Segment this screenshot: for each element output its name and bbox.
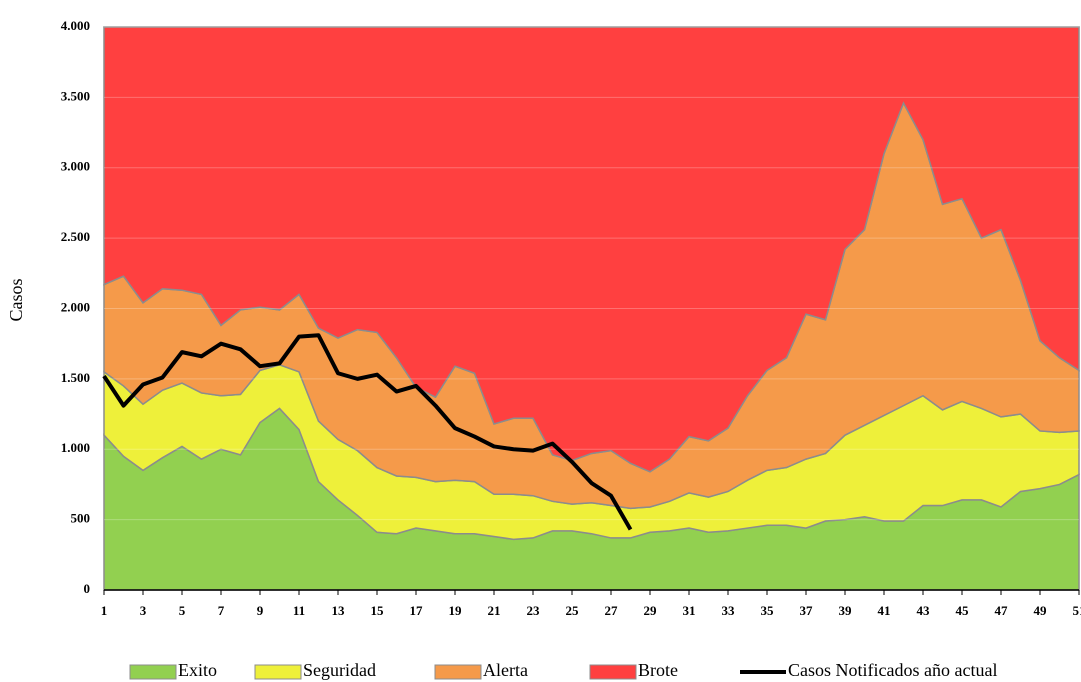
x-tick-label: 29 <box>644 603 658 618</box>
x-tick-label: 41 <box>878 603 891 618</box>
x-tick-label: 19 <box>449 603 463 618</box>
y-tick-label: 2.500 <box>61 229 90 244</box>
line <box>102 333 633 531</box>
x-tick-label: 31 <box>683 603 696 618</box>
legend-label: Casos Notificados año actual <box>788 660 997 680</box>
x-tick-label: 17 <box>410 603 424 618</box>
legend-label: Exito <box>178 660 217 680</box>
x-tick-label: 21 <box>488 603 501 618</box>
x-tick-label: 25 <box>566 603 580 618</box>
y-tick-label: 3.000 <box>61 159 90 174</box>
y-tick-label: 500 <box>71 511 91 526</box>
y-tick-label: 4.000 <box>61 18 90 33</box>
x-tick-label: 35 <box>761 603 775 618</box>
y-tick-label: 2.000 <box>61 299 90 314</box>
x-tick-label: 43 <box>917 603 931 618</box>
legend-label: Brote <box>638 660 678 680</box>
x-tick-label: 13 <box>332 603 346 618</box>
legend-swatch <box>589 664 637 680</box>
x-tick-label: 7 <box>218 603 225 618</box>
x-tick-label: 37 <box>800 603 814 618</box>
y-tick-label: 1.000 <box>61 440 90 455</box>
y-tick-label: 0 <box>84 581 91 596</box>
y-axis-label: Casos <box>6 278 26 321</box>
x-tick-label: 27 <box>605 603 619 618</box>
x-tick-label: 39 <box>839 603 853 618</box>
legend-swatch <box>129 664 177 680</box>
x-tick-label: 9 <box>257 603 264 618</box>
x-tick-label: 47 <box>995 603 1009 618</box>
legend-label: Seguridad <box>303 660 376 680</box>
y-tick-label: 1.500 <box>61 370 90 385</box>
x-tick-label: 5 <box>179 603 186 618</box>
x-tick-label: 1 <box>101 603 108 618</box>
x-tick-label: 51 <box>1073 603 1081 618</box>
x-tick-label: 33 <box>722 603 736 618</box>
legend-swatch <box>434 664 482 680</box>
x-tick-label: 11 <box>293 603 305 618</box>
legend-label: Alerta <box>483 660 528 680</box>
x-tick-label: 3 <box>140 603 147 618</box>
x-tick-label: 45 <box>956 603 970 618</box>
x-tick-label: 15 <box>371 603 385 618</box>
x-tick-label: 49 <box>1034 603 1048 618</box>
x-tick-label: 23 <box>527 603 541 618</box>
legend-swatch <box>254 664 302 680</box>
y-tick-label: 3.500 <box>61 88 90 103</box>
